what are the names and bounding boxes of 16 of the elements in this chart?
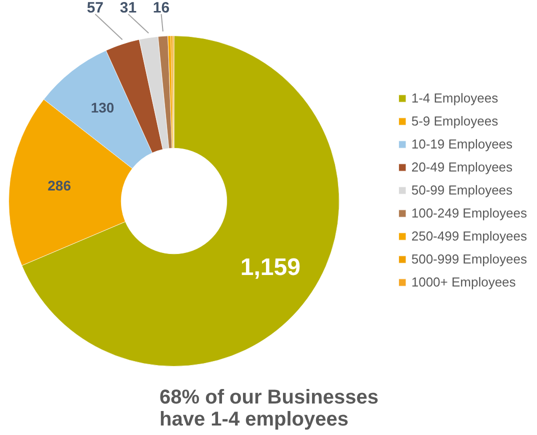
data-label: 1,159 <box>240 254 300 282</box>
legend-label: 250-499 Employees <box>411 228 527 243</box>
legend-label: 20-49 Employees <box>411 159 513 174</box>
legend-label: 5-9 Employees <box>411 113 498 128</box>
data-label: 286 <box>48 177 72 194</box>
data-label: 31 <box>120 0 137 16</box>
data-label: 16 <box>152 0 170 16</box>
legend-label: 500-999 Employees <box>411 251 527 266</box>
legend-label: 1-4 Employees <box>411 90 498 105</box>
data-label: 57 <box>86 0 104 16</box>
legend-label: 10-19 Employees <box>411 136 513 151</box>
data-label: 130 <box>90 99 114 116</box>
legend-label: 1000+ Employees <box>411 274 516 289</box>
text: 68% of our Businesses have 1-4 employees <box>160 386 378 430</box>
legend-label: 50-99 Employees <box>411 182 513 197</box>
legend-label: 100-249 Employees <box>411 205 527 220</box>
